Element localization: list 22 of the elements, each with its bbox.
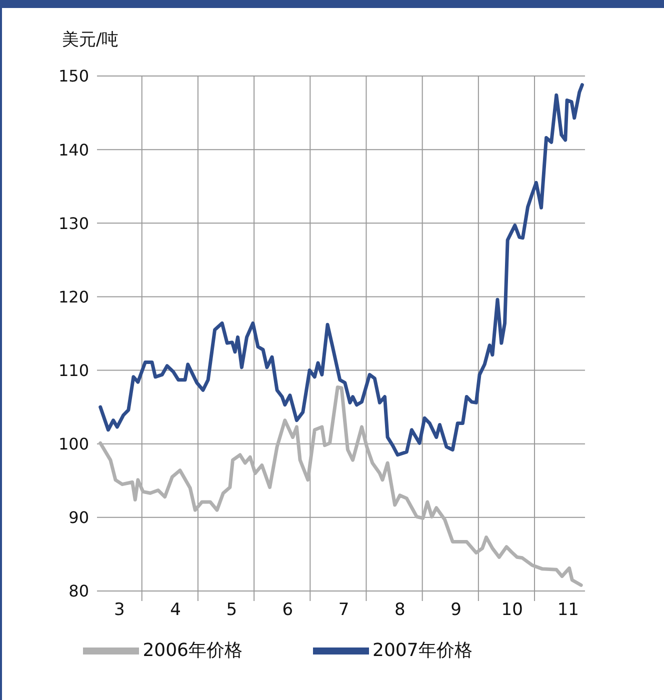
y-tick-label: 120 bbox=[58, 287, 89, 306]
y-tick-label: 150 bbox=[58, 66, 89, 86]
x-tick-label: 7 bbox=[338, 600, 350, 620]
y-tick-label: 100 bbox=[58, 434, 89, 454]
x-tick-label: 5 bbox=[226, 600, 238, 620]
x-tick-label: 3 bbox=[114, 600, 125, 620]
x-tick-label: 6 bbox=[282, 600, 294, 620]
line-series bbox=[98, 385, 583, 587]
y-tick-label: 130 bbox=[58, 214, 89, 233]
y-axis-title: 美元/吨 bbox=[62, 29, 119, 51]
x-tick-label: 10 bbox=[501, 600, 523, 620]
x-tick-label: 4 bbox=[170, 600, 181, 620]
y-tick-label: 110 bbox=[58, 360, 89, 380]
y-tick-label: 80 bbox=[68, 582, 89, 601]
x-tick-label: 9 bbox=[450, 600, 462, 620]
line-series bbox=[98, 83, 584, 457]
x-tick-label: 11 bbox=[557, 600, 579, 620]
x-tick-label: 8 bbox=[394, 600, 406, 620]
y-tick-label: 90 bbox=[68, 508, 89, 528]
legend-label: 2006年价格 bbox=[142, 640, 242, 661]
legend-label: 2007年价格 bbox=[372, 640, 472, 661]
y-tick-label: 140 bbox=[58, 140, 89, 160]
